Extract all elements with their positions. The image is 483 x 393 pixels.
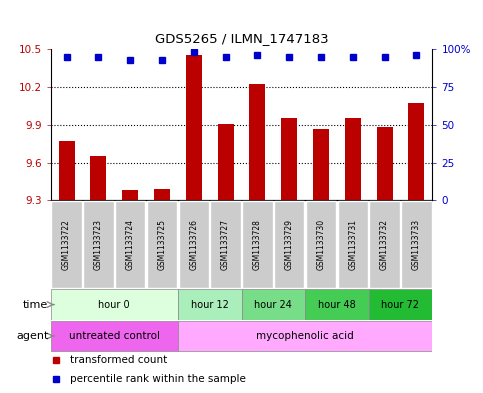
Text: GSM1133722: GSM1133722	[62, 219, 71, 270]
FancyBboxPatch shape	[274, 201, 304, 288]
Text: GSM1133733: GSM1133733	[412, 219, 421, 270]
FancyBboxPatch shape	[178, 290, 242, 320]
Text: GSM1133724: GSM1133724	[126, 219, 135, 270]
FancyBboxPatch shape	[83, 201, 114, 288]
Text: GSM1133731: GSM1133731	[348, 219, 357, 270]
Text: untreated control: untreated control	[69, 331, 160, 341]
FancyBboxPatch shape	[51, 201, 82, 288]
Text: hour 48: hour 48	[318, 299, 356, 310]
Text: time: time	[23, 299, 48, 310]
Text: GSM1133729: GSM1133729	[284, 219, 294, 270]
FancyBboxPatch shape	[178, 321, 432, 351]
Text: GSM1133725: GSM1133725	[157, 219, 167, 270]
Text: GDS5265 / ILMN_1747183: GDS5265 / ILMN_1747183	[155, 32, 328, 45]
Bar	[90, 156, 106, 200]
FancyBboxPatch shape	[242, 290, 305, 320]
Text: transformed count: transformed count	[70, 355, 167, 365]
Text: GSM1133728: GSM1133728	[253, 219, 262, 270]
Bar	[186, 55, 202, 200]
Bar	[249, 84, 265, 200]
Text: hour 24: hour 24	[255, 299, 292, 310]
Text: mycophenolic acid: mycophenolic acid	[256, 331, 354, 341]
Text: hour 12: hour 12	[191, 299, 228, 310]
Bar	[154, 189, 170, 200]
Text: GSM1133730: GSM1133730	[316, 219, 326, 270]
FancyBboxPatch shape	[369, 201, 400, 288]
FancyBboxPatch shape	[51, 321, 178, 351]
Text: percentile rank within the sample: percentile rank within the sample	[70, 375, 246, 384]
FancyBboxPatch shape	[51, 290, 178, 320]
Bar	[58, 141, 74, 200]
Bar	[313, 129, 329, 200]
FancyBboxPatch shape	[369, 290, 432, 320]
FancyBboxPatch shape	[242, 201, 273, 288]
Text: hour 72: hour 72	[382, 299, 420, 310]
Text: GSM1133727: GSM1133727	[221, 219, 230, 270]
Text: hour 0: hour 0	[99, 299, 130, 310]
FancyBboxPatch shape	[305, 290, 369, 320]
Bar	[218, 123, 234, 200]
Bar	[409, 103, 425, 200]
FancyBboxPatch shape	[306, 201, 336, 288]
FancyBboxPatch shape	[401, 201, 432, 288]
FancyBboxPatch shape	[115, 201, 145, 288]
Text: GSM1133732: GSM1133732	[380, 219, 389, 270]
Bar	[377, 127, 393, 200]
FancyBboxPatch shape	[338, 201, 368, 288]
Text: agent: agent	[16, 331, 48, 341]
Text: GSM1133723: GSM1133723	[94, 219, 103, 270]
FancyBboxPatch shape	[210, 201, 241, 288]
Bar	[122, 190, 138, 200]
Bar	[345, 118, 361, 200]
FancyBboxPatch shape	[179, 201, 209, 288]
FancyBboxPatch shape	[147, 201, 177, 288]
Bar	[281, 118, 297, 200]
Text: GSM1133726: GSM1133726	[189, 219, 199, 270]
